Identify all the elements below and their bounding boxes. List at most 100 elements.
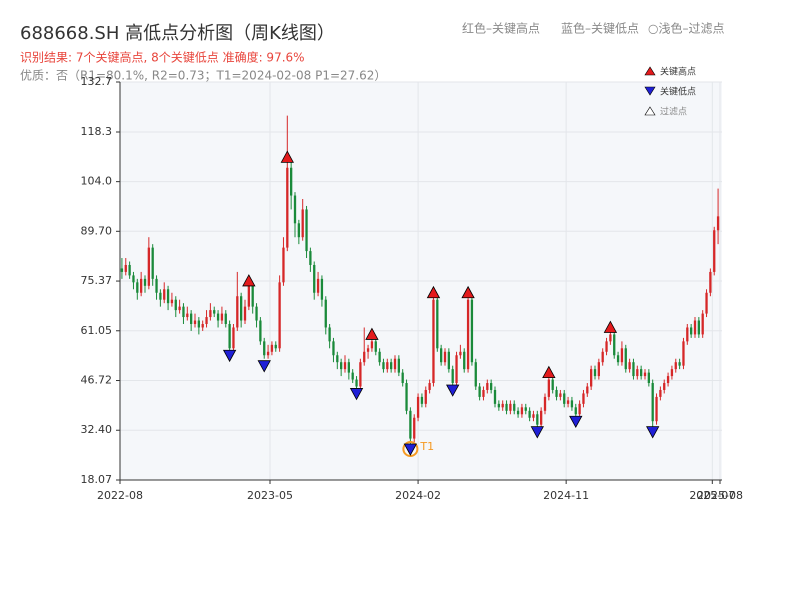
candle-body	[359, 362, 362, 387]
x-tick-label: 2024-02	[395, 489, 441, 502]
candle-body	[205, 317, 208, 325]
candle-body	[482, 389, 485, 397]
candle-body	[505, 403, 508, 411]
candle-body	[351, 372, 354, 380]
low-marker	[646, 426, 660, 439]
candle-body	[124, 264, 127, 272]
y-tick-label: 118.3	[81, 125, 113, 138]
candle-body	[451, 369, 454, 384]
candle-body	[147, 247, 150, 286]
candle-body	[532, 414, 535, 418]
candle-body	[501, 403, 504, 408]
chart-title: 688668.SH 高低点分析图（周K线图）	[20, 23, 335, 44]
candle-body	[493, 389, 497, 404]
candle-body	[697, 320, 700, 335]
candle-body	[701, 313, 704, 335]
candle-body	[578, 403, 581, 415]
candle-body	[543, 396, 547, 411]
candle-body	[155, 278, 158, 293]
header-legend: 蓝色–关键低点	[561, 22, 639, 36]
candle-body	[374, 341, 377, 352]
candle-body	[666, 376, 670, 384]
candle-body	[290, 167, 293, 196]
candle-body	[186, 313, 189, 318]
candle-body	[474, 362, 477, 387]
candle-body	[266, 351, 270, 356]
legend: 关键高点 关键低点 过滤点	[644, 66, 696, 118]
candle-body	[347, 362, 350, 373]
candle-body	[297, 223, 300, 238]
y-tick-label: 75.37	[81, 274, 113, 287]
high-marker	[280, 150, 294, 163]
low-marker	[257, 360, 271, 373]
candle-body	[378, 351, 381, 363]
candle-body	[682, 341, 685, 366]
candle-body	[343, 362, 347, 370]
legend-label: 关键高点	[660, 66, 696, 78]
candle-body	[259, 320, 262, 342]
y-tick-label: 89.70	[81, 224, 113, 237]
legend-label: 关键低点	[660, 86, 696, 98]
candle-body	[316, 278, 320, 293]
candle-body	[447, 351, 450, 370]
candle-body	[620, 348, 624, 363]
candle-body	[305, 209, 308, 252]
candle-body	[551, 379, 554, 390]
candle-body	[413, 417, 416, 439]
y-tick-label: 61.05	[81, 324, 113, 337]
candle-body	[428, 383, 431, 390]
candle-body	[282, 247, 285, 283]
candle-body	[263, 341, 266, 356]
candle-body	[216, 313, 220, 321]
candle-body	[224, 313, 227, 325]
candle-body	[120, 268, 124, 272]
candle-body	[370, 341, 374, 349]
candle-body	[655, 396, 658, 422]
candle-body	[463, 351, 466, 370]
candle-body	[693, 320, 697, 335]
candle-body	[509, 403, 512, 411]
y-tick-label: 18.07	[81, 473, 113, 486]
low-marker	[569, 415, 583, 429]
candle-body	[166, 289, 170, 304]
candle-body	[663, 383, 666, 390]
high-marker	[426, 285, 441, 299]
candle-body	[582, 393, 585, 404]
candle-body	[566, 400, 570, 404]
annotation-label: T1	[419, 440, 434, 453]
legend-label: 过滤点	[660, 106, 687, 118]
candle-body	[182, 306, 185, 318]
candle-body	[536, 414, 539, 425]
y-tick-label: 104.0	[81, 175, 113, 188]
candle-body	[328, 327, 331, 342]
candle-body	[555, 389, 558, 397]
low-marker	[222, 349, 237, 363]
candle-body	[586, 386, 589, 394]
candle-body	[140, 278, 143, 293]
candle-body	[432, 299, 435, 384]
candle-body	[143, 278, 147, 286]
candle-body	[197, 320, 200, 328]
candle-body	[559, 393, 562, 397]
candle-body	[382, 362, 385, 370]
low-marker	[403, 443, 418, 456]
x-tick-label: 2024-11	[543, 489, 589, 502]
candle-body	[251, 285, 254, 307]
candle-body	[355, 379, 358, 387]
candle-body	[136, 282, 139, 293]
candle-body	[716, 216, 720, 231]
high-marker	[542, 365, 556, 379]
y-tick-label: 46.72	[81, 374, 113, 387]
candle-body	[336, 355, 339, 363]
candle-body	[416, 396, 420, 418]
candle-body	[313, 264, 316, 293]
candle-body	[243, 306, 247, 321]
candle-body	[590, 369, 593, 387]
candle-body	[705, 292, 708, 314]
candle-body	[459, 351, 462, 356]
legend-marker	[644, 66, 656, 76]
candle-body	[270, 344, 274, 352]
candle-body	[366, 348, 370, 352]
candle-body	[601, 351, 604, 363]
candle-body	[686, 327, 689, 342]
